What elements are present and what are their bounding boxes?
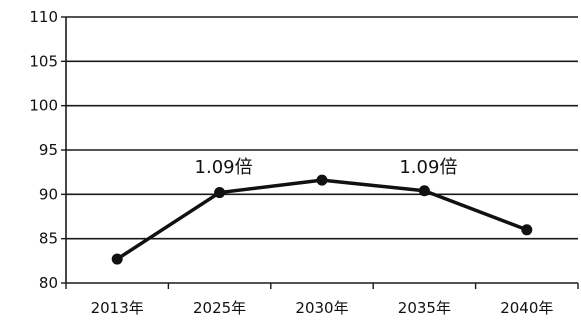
y-tick-label: 100	[29, 97, 58, 115]
y-tick-labels: 80 85 90 95 100 105 110	[29, 8, 58, 292]
annotation-label: 1.09倍	[399, 157, 457, 178]
x-tick-label: 2030年	[295, 299, 348, 317]
y-tick-label: 105	[29, 52, 58, 70]
x-tick-label: 2025年	[193, 299, 246, 317]
x-tick-label: 2035年	[398, 299, 451, 317]
y-tick-label: 85	[39, 230, 58, 248]
data-series	[111, 174, 533, 265]
y-tick-label: 110	[29, 8, 58, 26]
gridlines	[66, 16, 578, 240]
y-tick-label: 80	[39, 274, 58, 292]
annotation-label: 1.09倍	[195, 157, 253, 178]
data-point	[418, 185, 430, 197]
data-point	[111, 253, 123, 265]
data-point	[214, 187, 226, 199]
data-point	[521, 224, 533, 236]
y-tick-label: 95	[39, 141, 58, 159]
y-tick-label: 90	[39, 185, 58, 203]
x-tick-label: 2013年	[91, 299, 144, 317]
series-line	[116, 178, 528, 261]
data-point	[316, 174, 328, 186]
axes	[61, 16, 579, 289]
annotations: 1.09倍 1.09倍	[195, 157, 458, 178]
x-tick-labels: 2013年 2025年 2030年 2035年 2040年	[91, 299, 554, 317]
x-tick-label: 2040年	[500, 299, 553, 317]
